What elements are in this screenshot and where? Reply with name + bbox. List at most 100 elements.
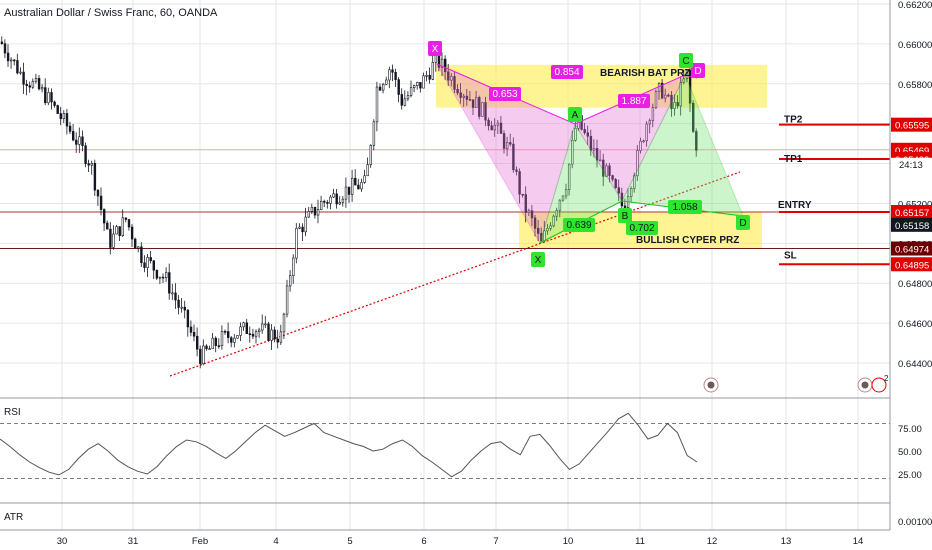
candle-body	[629, 188, 633, 197]
candle-body	[468, 99, 472, 101]
candle-body	[633, 175, 636, 189]
candle-body	[245, 322, 248, 335]
candle-body	[561, 195, 565, 201]
candle-body	[19, 71, 22, 74]
candle-body	[140, 246, 143, 264]
candle-body	[375, 86, 379, 123]
candle-body	[369, 145, 372, 165]
candle-body	[267, 323, 270, 341]
candle-body	[118, 226, 121, 236]
cypher-point-c-box	[679, 53, 693, 68]
candle-body	[282, 313, 286, 333]
candle-body	[78, 136, 81, 145]
candle-body	[53, 101, 56, 106]
time-tick: 14	[853, 536, 864, 547]
candle-body	[602, 159, 605, 177]
candle-body	[536, 228, 540, 234]
price-tick: 0.66000	[898, 40, 932, 51]
bat-ratio-xd: 0.854	[554, 67, 579, 78]
candle-body	[623, 205, 627, 208]
price-label-box	[891, 241, 932, 256]
candle-body	[515, 169, 518, 172]
candle-body	[651, 107, 655, 121]
support-trendline	[169, 171, 741, 377]
candle-body	[236, 335, 239, 339]
candle-body	[530, 210, 534, 219]
candle-body	[233, 337, 236, 343]
candle-body	[670, 94, 673, 110]
candle-body	[47, 92, 50, 104]
candle-body	[134, 238, 137, 249]
candle-body	[385, 79, 388, 85]
price-label-value: 0.65158	[895, 221, 929, 232]
time-tick: Feb	[192, 536, 208, 547]
candle-body	[127, 219, 131, 228]
candle-body	[478, 97, 481, 117]
candle-body	[251, 333, 255, 337]
candle-body	[103, 209, 106, 224]
candle-body	[440, 58, 444, 68]
bat-point-d-box	[691, 63, 705, 78]
candle-body	[695, 131, 698, 151]
candle-body	[109, 228, 112, 248]
candle-body	[533, 217, 537, 229]
price-label-box	[891, 217, 932, 232]
price-label-value: 0.65469	[895, 146, 929, 157]
candle-body	[87, 163, 90, 166]
candle-body	[6, 52, 10, 62]
candle-body	[422, 75, 425, 89]
candle-body	[667, 94, 670, 97]
price-tick: 0.64400	[898, 359, 932, 370]
bat-point-x: X	[432, 44, 439, 55]
candle-body	[220, 331, 224, 346]
time-tick: 12	[707, 536, 718, 547]
event-icon-dot-0	[707, 381, 715, 389]
candle-body	[509, 142, 512, 145]
candle-body	[462, 95, 465, 98]
cypher-point-a-box	[568, 107, 582, 122]
candle-body	[149, 257, 152, 262]
candle-body	[264, 323, 267, 326]
candle-body	[481, 102, 484, 117]
candle-body	[412, 85, 416, 88]
price-tick: 0.66200	[898, 0, 932, 11]
candle-body	[180, 306, 183, 309]
countdown: 24:13	[899, 160, 923, 171]
atr-tick: 0.00100	[898, 517, 932, 528]
price-tick: 0.64600	[898, 319, 932, 330]
candle-body	[295, 228, 298, 259]
candle-body	[391, 69, 394, 73]
candle-body	[0, 41, 4, 44]
candle-body	[490, 125, 493, 131]
candle-body	[608, 165, 611, 176]
candle-body	[121, 217, 125, 236]
candle-body	[307, 211, 310, 218]
time-tick: 5	[347, 536, 352, 547]
candle-body	[691, 102, 695, 132]
bat-ratio-bc-box	[618, 94, 650, 108]
price-tick: 0.65200	[898, 199, 932, 210]
candle-body	[93, 162, 97, 191]
candle-body	[595, 148, 599, 161]
time-tick: 7	[493, 536, 498, 547]
candle-body	[567, 163, 571, 190]
candle-body	[583, 129, 586, 134]
candle-body	[90, 162, 94, 166]
candle-body	[242, 322, 245, 328]
candle-body	[254, 331, 258, 337]
price-label-value: 0.64974	[895, 245, 929, 256]
candle-body	[363, 175, 366, 183]
cypher-ratio-bc-box	[626, 221, 658, 235]
price-tick: 0.65800	[898, 80, 932, 91]
price-tick: 0.64800	[898, 279, 932, 290]
candle-body	[257, 329, 261, 332]
candle-body	[586, 132, 590, 137]
candle-body	[22, 71, 25, 85]
rsi-title: RSI	[4, 407, 21, 418]
candle-body	[84, 145, 87, 164]
candle-body	[549, 225, 552, 229]
candle-body	[68, 125, 72, 132]
rsi-tick: 25.00	[898, 470, 922, 481]
